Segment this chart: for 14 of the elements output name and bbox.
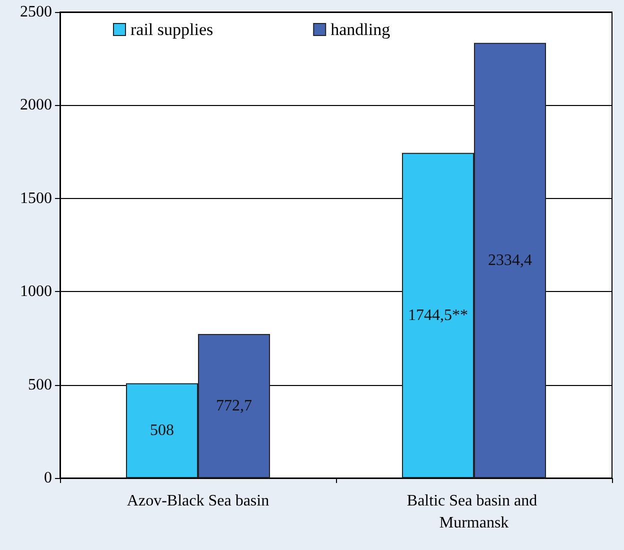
x-tick-label: Azov-Black Sea basin — [126, 492, 270, 510]
y-tick-label: 2000 — [20, 96, 52, 114]
y-tick-label: 1000 — [20, 283, 52, 300]
data-label: 772,7 — [216, 397, 252, 414]
x-tick-label: Baltic Sea basin and Murmansk — [406, 492, 542, 532]
y-tick-label: 0 — [44, 470, 52, 486]
data-label: 508 — [150, 422, 174, 440]
y-tick-label: 500 — [28, 376, 52, 394]
y-tick-label: 1500 — [20, 190, 52, 207]
data-label: 2334,4 — [488, 252, 532, 269]
data-label: 1744,5** — [408, 306, 468, 324]
y-tick-label: 2500 — [20, 4, 52, 20]
legend-label: rail supplies — [130, 20, 214, 39]
legend-label: handling — [330, 20, 391, 39]
